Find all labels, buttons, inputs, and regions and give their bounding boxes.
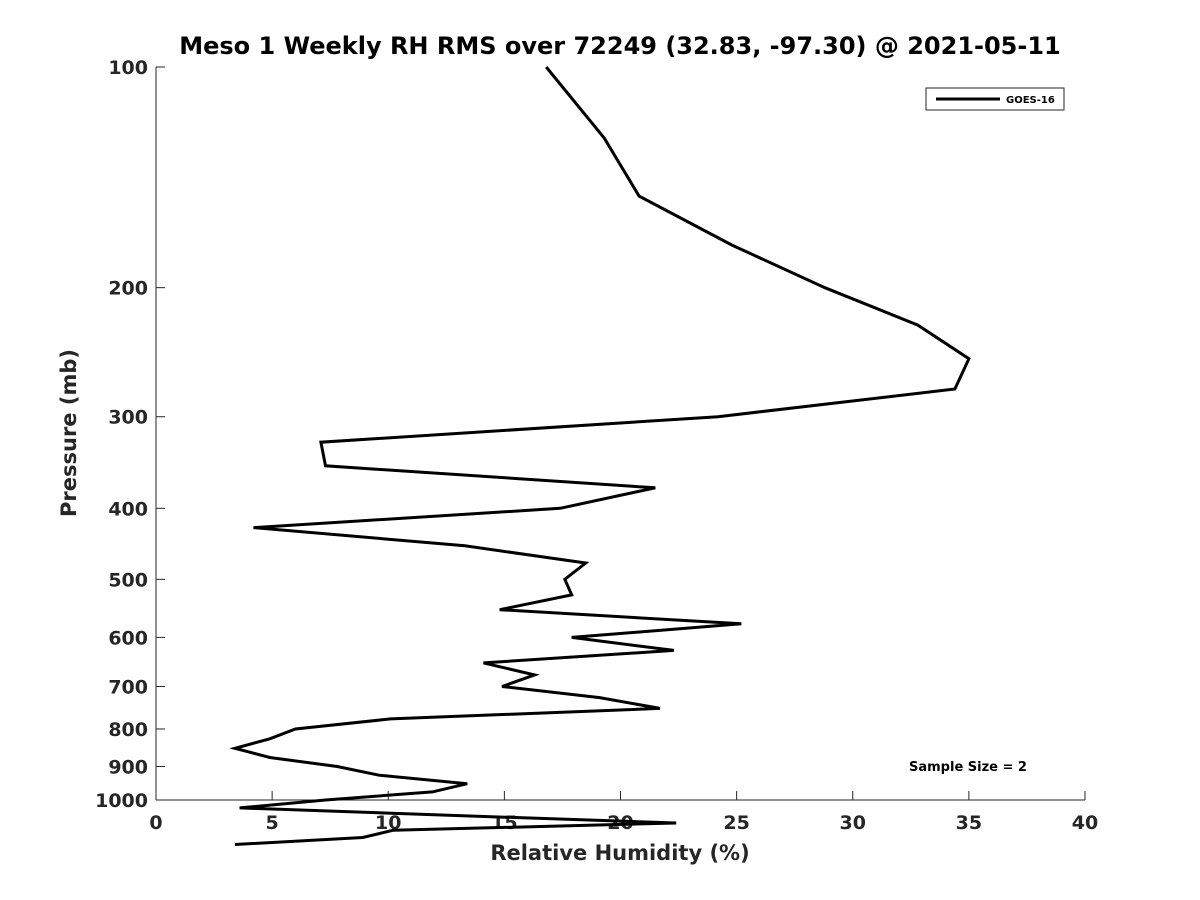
axes-background xyxy=(156,67,1085,800)
x-axis-label: Relative Humidity (%) xyxy=(490,841,749,865)
y-tick-label: 700 xyxy=(108,676,148,698)
x-tick-label: 15 xyxy=(491,812,517,834)
y-axis-label: Pressure (mb) xyxy=(57,349,81,517)
x-tick-label: 0 xyxy=(149,812,162,834)
y-tick-label: 400 xyxy=(108,498,148,520)
y-tick-label: 600 xyxy=(108,627,148,649)
y-tick-label: 300 xyxy=(108,407,148,429)
x-tick-label: 30 xyxy=(840,812,866,834)
y-tick-label: 500 xyxy=(108,569,148,591)
y-tick-label: 800 xyxy=(108,719,148,741)
y-tick-label: 900 xyxy=(108,756,148,778)
legend-label-goes-16: GOES-16 xyxy=(1006,95,1055,106)
x-tick-label: 40 xyxy=(1072,812,1098,834)
y-ticks: 100 200 300 400 500 600 700 800 900 1000 xyxy=(95,57,165,812)
chart-title: Meso 1 Weekly RH RMS over 72249 (32.83, … xyxy=(179,32,1061,60)
legend: GOES-16 xyxy=(925,87,1065,111)
x-tick-label: 10 xyxy=(375,812,401,834)
y-tick-label: 200 xyxy=(108,278,148,300)
x-tick-label: 25 xyxy=(723,812,749,834)
series-line-goes-16 xyxy=(229,66,971,846)
x-tick-label: 5 xyxy=(266,812,279,834)
y-tick-label: 1000 xyxy=(95,790,148,812)
sample-size-annotation: Sample Size = 2 xyxy=(909,760,1027,775)
x-ticks: 0 5 10 15 20 25 30 35 40 xyxy=(149,791,1098,834)
plot-area: 0 5 10 15 20 25 30 35 40 10020030040050060070080… xyxy=(95,57,1098,846)
y-tick-label: 100 xyxy=(108,57,148,79)
x-tick-label: 35 xyxy=(956,812,982,834)
